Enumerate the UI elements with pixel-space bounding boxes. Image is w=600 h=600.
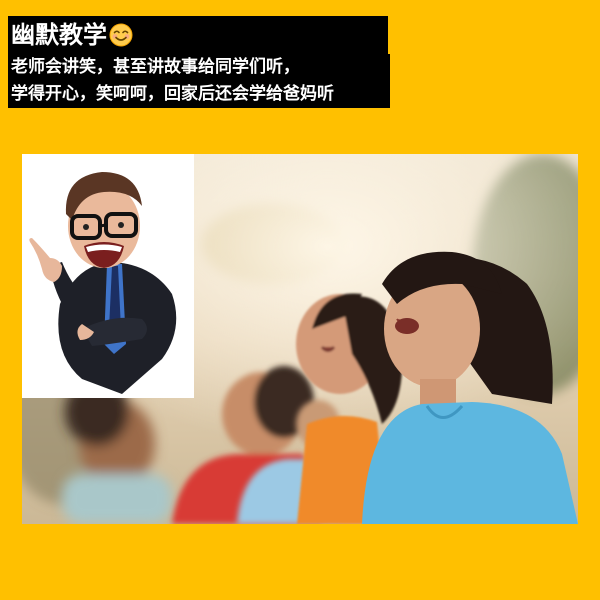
caption-line-2: 学得开心，笑呵呵，回家后还会学给爸妈听 [8, 81, 390, 108]
caption-line-1: 老师会讲笑，甚至讲故事给同学们听， [8, 54, 390, 81]
caption-block: 幽默教学 老师会讲笑，甚至讲故事给同学们听， 学得开心，笑呵呵，回家后还会学给爸… [8, 16, 390, 108]
caption-title-row: 幽默教学 [8, 16, 388, 54]
smiling-face-emoji-icon [109, 23, 133, 47]
laughing-teacher-image [22, 154, 194, 398]
caption-title: 幽默教学 [11, 21, 107, 49]
